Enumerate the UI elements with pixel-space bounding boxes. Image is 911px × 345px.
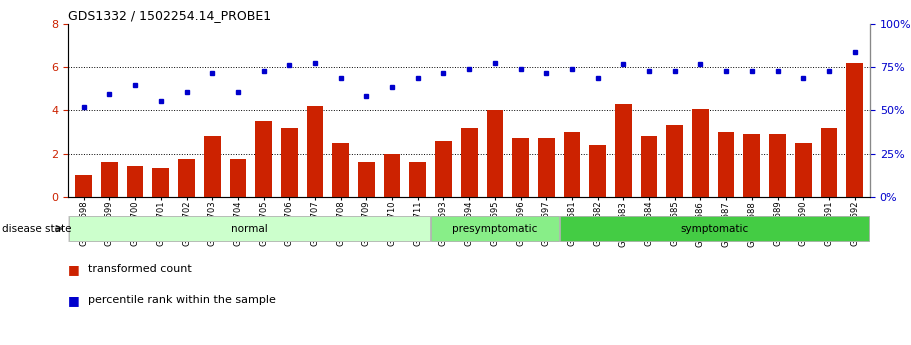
Bar	[101, 162, 118, 197]
Bar	[718, 132, 734, 197]
Bar	[743, 134, 760, 197]
Bar	[560, 216, 869, 241]
Bar	[461, 128, 477, 197]
Text: GDS1332 / 1502254.14_PROBE1: GDS1332 / 1502254.14_PROBE1	[68, 9, 271, 22]
Text: symptomatic: symptomatic	[681, 224, 749, 234]
Bar	[384, 154, 401, 197]
Bar	[435, 141, 452, 197]
Bar	[152, 168, 169, 197]
Bar	[204, 136, 220, 197]
Bar	[666, 126, 683, 197]
Bar	[307, 106, 323, 197]
Bar	[255, 121, 272, 197]
Bar	[769, 134, 786, 197]
Bar	[333, 143, 349, 197]
Bar	[486, 110, 503, 197]
Bar	[537, 138, 555, 197]
Text: normal: normal	[231, 224, 268, 234]
Bar	[281, 128, 298, 197]
Bar	[512, 138, 529, 197]
Text: transformed count: transformed count	[88, 264, 192, 274]
Bar	[358, 162, 374, 197]
Bar	[564, 132, 580, 197]
Bar	[179, 159, 195, 197]
Bar	[640, 136, 658, 197]
Bar	[127, 167, 144, 197]
Text: ■: ■	[68, 294, 80, 307]
Bar	[431, 216, 559, 241]
Bar	[615, 104, 631, 197]
Text: disease state: disease state	[2, 224, 71, 234]
Bar	[846, 63, 863, 197]
Text: percentile rank within the sample: percentile rank within the sample	[88, 295, 276, 305]
Bar	[409, 162, 426, 197]
Bar	[794, 143, 812, 197]
Bar	[69, 216, 430, 241]
Bar	[821, 128, 837, 197]
Text: ■: ■	[68, 263, 80, 276]
Bar	[692, 109, 709, 197]
Bar	[589, 145, 606, 197]
Text: presymptomatic: presymptomatic	[453, 224, 537, 234]
Bar	[230, 159, 246, 197]
Bar	[76, 175, 92, 197]
